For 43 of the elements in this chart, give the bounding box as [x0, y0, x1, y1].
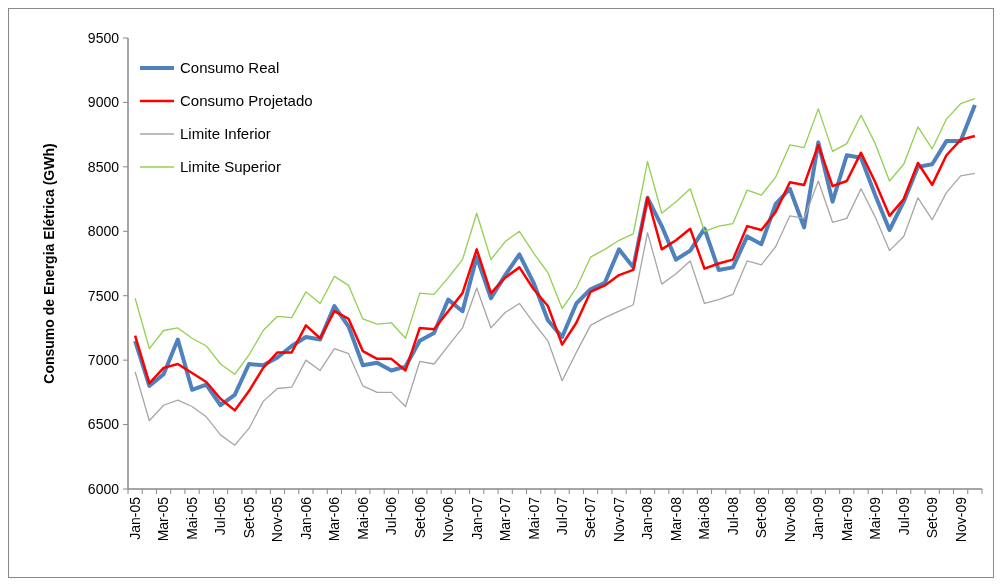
y-tick-label: 8500 — [87, 158, 120, 175]
x-tick-label: Jan-06 — [297, 496, 314, 540]
x-tick-label: Jul-07 — [554, 496, 571, 536]
x-tick-label: Jan-07 — [468, 496, 485, 540]
x-tick-label: Mar-05 — [155, 496, 172, 542]
x-tick-label: Nov-07 — [610, 496, 627, 543]
y-axis-title: Consumo de Energia Elétrica (GWh) — [41, 143, 57, 384]
legend-label: Limite Inferior — [180, 125, 271, 143]
x-tick-label: Set-09 — [924, 496, 941, 539]
x-tick-label: Mai-06 — [354, 496, 371, 540]
legend-label: Consumo Projetado — [180, 92, 313, 110]
x-tick-label: Jul-06 — [383, 496, 400, 536]
x-tick-label: Mar-07 — [497, 496, 514, 542]
x-tick-label: Mar-08 — [667, 496, 684, 542]
x-tick-label: Jan-08 — [639, 496, 656, 540]
y-tick-label: 7000 — [87, 352, 120, 369]
y-tick-label: 6500 — [87, 416, 120, 433]
x-tick-label: Nov-06 — [440, 496, 457, 543]
legend-label: Consumo Real — [180, 59, 280, 77]
x-tick-label: Set-07 — [582, 496, 599, 539]
x-tick-label: Nov-08 — [781, 496, 798, 543]
x-tick-label: Mar-09 — [838, 496, 855, 542]
x-tick-label: Mar-06 — [326, 496, 343, 542]
x-tick-label: Jan-09 — [810, 496, 827, 540]
x-tick-label: Mai-09 — [867, 496, 884, 540]
x-tick-label: Nov-09 — [952, 496, 969, 543]
x-tick-label: Jan-05 — [127, 496, 144, 540]
x-tick-label: Set-06 — [411, 496, 428, 539]
x-tick-label: Mai-07 — [525, 496, 542, 540]
x-tick-label: Set-08 — [753, 496, 770, 539]
x-tick-label: Mai-08 — [696, 496, 713, 540]
y-tick-label: 6000 — [87, 480, 120, 497]
legend-label: Limite Superior — [180, 158, 281, 176]
y-tick-label: 8000 — [87, 223, 120, 240]
y-tick-label: 9000 — [87, 94, 120, 111]
x-tick-label: Mai-05 — [183, 496, 200, 540]
x-tick-label: Jul-08 — [724, 496, 741, 536]
x-tick-label: Set-05 — [240, 496, 257, 539]
x-tick-label: Nov-05 — [269, 496, 286, 543]
y-tick-label: 7500 — [87, 287, 120, 304]
x-tick-label: Jul-09 — [895, 496, 912, 536]
x-tick-label: Jul-05 — [212, 496, 229, 536]
y-tick-label: 9500 — [87, 29, 120, 46]
